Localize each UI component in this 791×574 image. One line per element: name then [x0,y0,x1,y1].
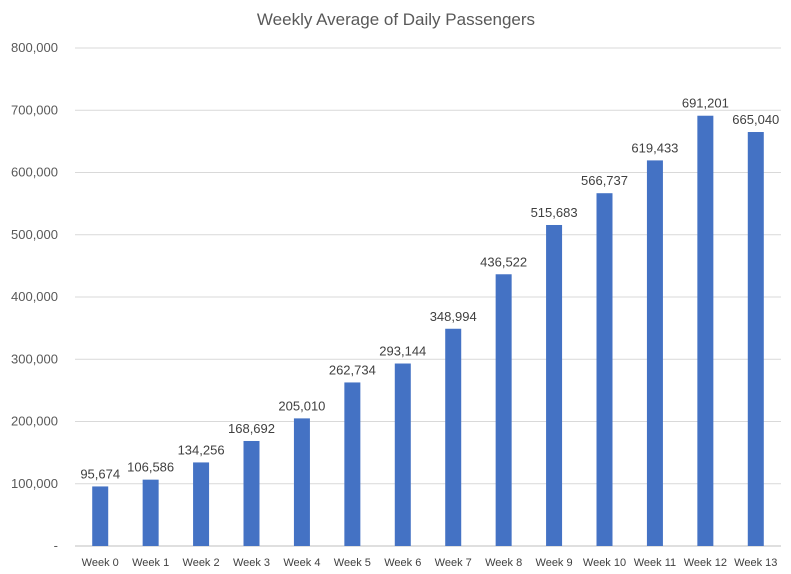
y-tick-label: 600,000 [11,165,58,180]
bar [596,193,613,546]
data-label: 691,201 [682,96,729,111]
x-tick-label: Week 7 [435,557,472,569]
x-tick-label: Week 6 [384,557,421,569]
x-tick-label: Week 11 [634,557,676,569]
x-tick-label: Week 8 [485,557,522,569]
data-label: 106,586 [127,460,174,475]
bar [394,363,411,546]
data-label: 293,144 [379,344,426,359]
x-tick-label: Week 10 [583,557,626,569]
y-tick-label: 800,000 [11,40,58,55]
x-axis-ticks: Week 0 Week 1 Week 2 Week 3 Week 4 Week 5 Week… [82,557,778,569]
y-tick-label: 200,000 [11,414,58,429]
data-label: 436,522 [480,254,527,269]
bar [142,479,159,546]
bar [747,132,764,546]
y-tick-label: 500,000 [11,227,58,242]
x-tick-label: Week 5 [334,557,371,569]
bar [193,462,210,546]
y-tick-label: 400,000 [11,289,58,304]
bar [243,440,260,546]
bar [344,382,361,546]
bar [697,115,714,546]
y-tick-label: 300,000 [11,351,58,366]
x-tick-label: Week 1 [132,557,169,569]
gridlines [75,47,781,547]
x-tick-label: Week 3 [233,557,270,569]
chart-title: Weekly Average of Daily Passengers [257,10,535,29]
data-label: 348,994 [430,309,477,324]
bar [495,274,512,546]
x-tick-label: Week 4 [283,557,320,569]
data-label: 515,683 [531,205,578,220]
y-tick-label: - [54,538,58,553]
y-tick-label: 700,000 [11,102,58,117]
x-tick-label: Week 12 [684,557,727,569]
data-label: 262,734 [329,362,376,377]
data-label: 205,010 [278,398,325,413]
data-label: 619,433 [631,140,678,155]
x-tick-label: Week 2 [183,557,220,569]
bar [646,160,663,546]
data-label: 566,737 [581,173,628,188]
data-label: 665,040 [732,112,779,127]
bar [445,328,462,546]
data-label: 134,256 [178,442,225,457]
data-label: 95,674 [80,466,120,481]
bar [92,486,109,546]
bar [293,418,310,546]
y-axis-ticks: - 100,000 200,000 300,000 400,000 500,000 600,… [11,40,58,553]
y-tick-label: 100,000 [11,476,58,491]
bar [546,224,563,546]
x-tick-label: Week 0 [82,557,119,569]
data-label: 168,692 [228,421,275,436]
x-tick-label: Week 13 [734,557,777,569]
x-tick-label: Week 9 [536,557,573,569]
bars [92,115,764,546]
